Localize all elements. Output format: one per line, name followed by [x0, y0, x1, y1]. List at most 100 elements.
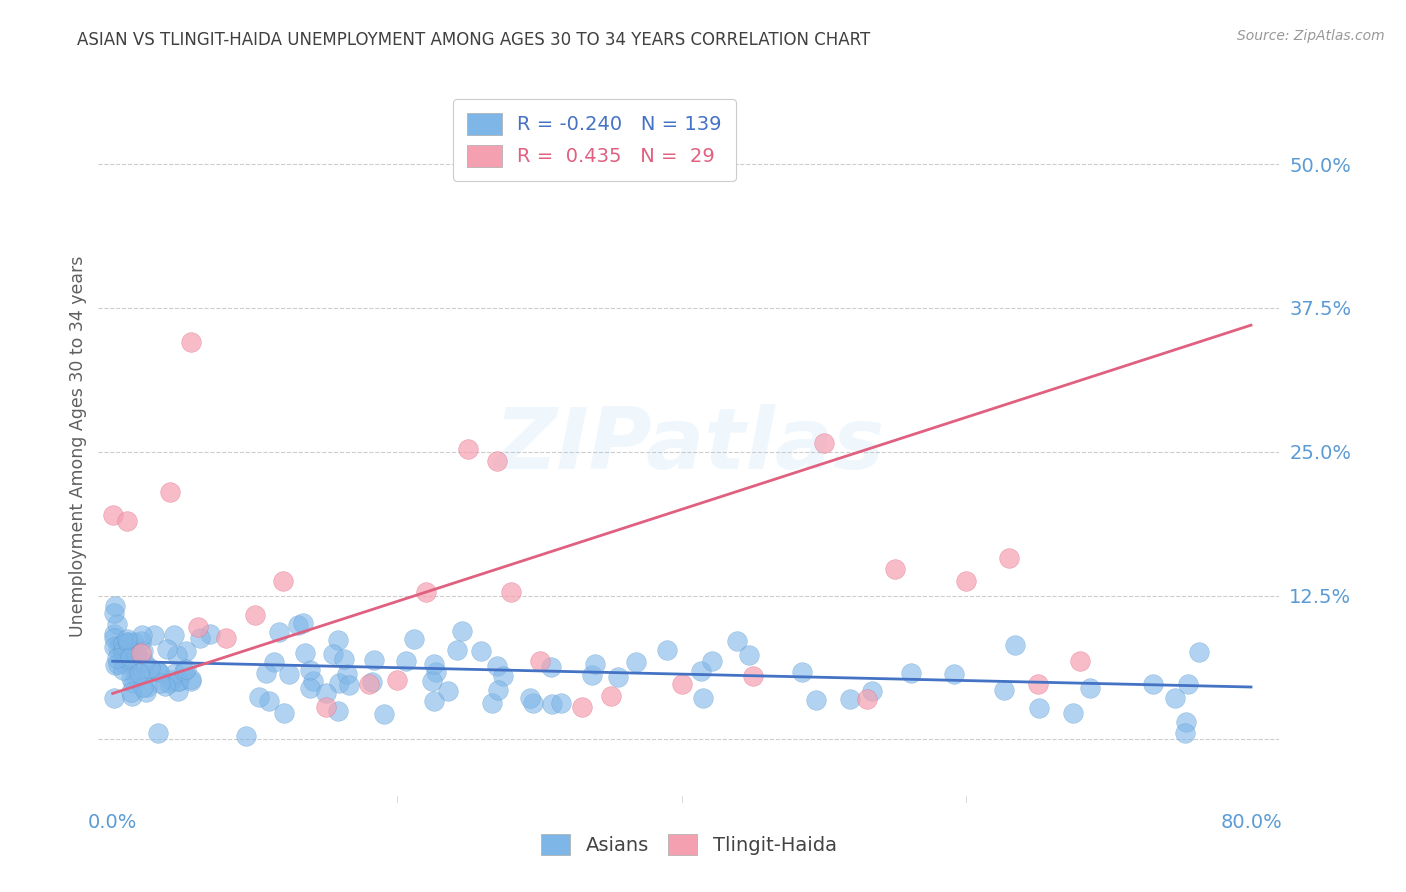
Point — [294, 647, 316, 661]
Point — [115, 634, 138, 648]
Point — [998, 550, 1021, 565]
Point — [105, 617, 128, 632]
Point — [437, 683, 460, 698]
Point — [420, 673, 443, 688]
Point — [117, 632, 139, 646]
Point — [606, 670, 628, 684]
Point — [122, 635, 145, 649]
Point — [689, 664, 711, 678]
Point — [291, 616, 314, 631]
Point — [540, 660, 562, 674]
Point — [115, 514, 138, 528]
Point — [167, 684, 190, 698]
Point — [111, 652, 134, 666]
Point — [104, 657, 127, 672]
Point — [790, 665, 813, 680]
Point — [169, 674, 191, 689]
Point — [1174, 726, 1197, 740]
Point — [112, 637, 135, 651]
Point — [166, 648, 188, 662]
Point — [139, 661, 162, 675]
Point — [121, 675, 143, 690]
Point — [451, 624, 474, 638]
Point — [143, 628, 166, 642]
Point — [955, 574, 977, 588]
Point — [655, 643, 678, 657]
Point — [128, 665, 150, 680]
Point — [125, 647, 148, 661]
Point — [132, 680, 155, 694]
Point — [1080, 681, 1102, 695]
Point — [742, 669, 765, 683]
Point — [725, 633, 748, 648]
Point — [134, 655, 156, 669]
Point — [415, 585, 437, 599]
Point — [571, 700, 593, 714]
Point — [1142, 677, 1164, 691]
Point — [112, 657, 135, 672]
Point — [357, 677, 380, 691]
Point — [671, 677, 693, 691]
Text: ZIPatlas: ZIPatlas — [494, 404, 884, 488]
Point — [112, 646, 135, 660]
Point — [155, 641, 177, 656]
Point — [273, 574, 295, 588]
Y-axis label: Unemployment Among Ages 30 to 34 years: Unemployment Among Ages 30 to 34 years — [69, 255, 87, 637]
Point — [337, 678, 360, 692]
Point — [135, 680, 157, 694]
Point — [581, 668, 603, 682]
Point — [387, 673, 409, 687]
Point — [315, 685, 337, 699]
Point — [624, 655, 647, 669]
Point — [247, 690, 270, 705]
Point — [149, 676, 172, 690]
Point — [121, 689, 143, 703]
Point — [499, 585, 522, 599]
Point — [529, 654, 551, 668]
Point — [522, 696, 544, 710]
Point — [298, 663, 321, 677]
Point — [425, 665, 447, 679]
Point — [148, 665, 170, 679]
Point — [157, 676, 180, 690]
Point — [111, 663, 134, 677]
Point — [174, 662, 197, 676]
Point — [173, 664, 195, 678]
Point — [243, 608, 266, 623]
Point — [103, 626, 125, 640]
Text: Source: ZipAtlas.com: Source: ZipAtlas.com — [1237, 29, 1385, 43]
Point — [162, 628, 184, 642]
Point — [287, 618, 309, 632]
Point — [120, 671, 142, 685]
Point — [118, 640, 141, 655]
Point — [117, 652, 139, 666]
Point — [263, 656, 285, 670]
Point — [583, 657, 606, 671]
Point — [856, 692, 879, 706]
Point — [112, 643, 135, 657]
Point — [120, 649, 142, 664]
Point — [423, 694, 446, 708]
Legend: Asians, Tlingit-Haida: Asians, Tlingit-Haida — [531, 824, 846, 864]
Point — [108, 638, 131, 652]
Point — [900, 665, 922, 680]
Point — [129, 634, 152, 648]
Point — [298, 681, 321, 695]
Point — [446, 642, 468, 657]
Point — [1175, 715, 1198, 730]
Point — [1028, 701, 1050, 715]
Text: ASIAN VS TLINGIT-HAIDA UNEMPLOYMENT AMONG AGES 30 TO 34 YEARS CORRELATION CHART: ASIAN VS TLINGIT-HAIDA UNEMPLOYMENT AMON… — [77, 31, 870, 49]
Point — [322, 647, 344, 661]
Point — [176, 644, 198, 658]
Point — [470, 644, 492, 658]
Point — [1069, 654, 1091, 668]
Point — [200, 626, 222, 640]
Point — [114, 640, 136, 655]
Point — [486, 659, 509, 673]
Point — [360, 674, 382, 689]
Point — [117, 634, 139, 648]
Point — [131, 644, 153, 658]
Point — [103, 640, 125, 654]
Point — [1004, 638, 1026, 652]
Point — [180, 335, 202, 350]
